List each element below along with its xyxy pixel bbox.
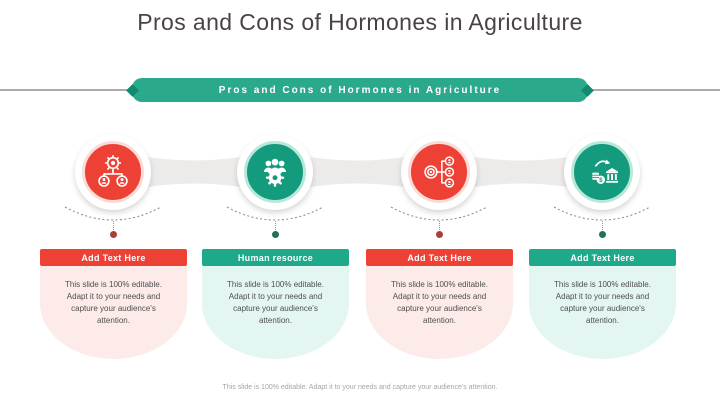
connector-dot: [110, 231, 117, 238]
card-body: This slide is 100% editable. Adapt it to…: [529, 266, 676, 359]
process-step-2: Human resource This slide is 100% editab…: [202, 120, 349, 404]
process-step-1: Add Text Here This slide is 100% editabl…: [40, 120, 187, 404]
dotted-connector-line: [439, 221, 440, 230]
card-header: Human resource: [202, 249, 349, 266]
node-disk-red: [408, 141, 470, 203]
team-gear-icon: [263, 158, 287, 187]
connector-dot: [436, 231, 443, 238]
card: Human resource This slide is 100% editab…: [202, 249, 349, 359]
dashed-arc: [553, 206, 651, 221]
node-disk-green: [244, 141, 306, 203]
dashed-arc: [64, 206, 162, 221]
card: Add Text Here This slide is 100% editabl…: [529, 249, 676, 359]
node-plate: $: [564, 134, 640, 210]
card-body-text: This slide is 100% editable. Adapt it to…: [391, 280, 488, 325]
title-banner: Pros and Cons of Hormones in Agriculture: [126, 78, 594, 102]
connector-dot: [272, 231, 279, 238]
card-header-label: Add Text Here: [81, 252, 146, 263]
card-body: This slide is 100% editable. Adapt it to…: [202, 266, 349, 359]
node-disk-green: $: [571, 141, 633, 203]
card-header-label: Add Text Here: [570, 252, 635, 263]
footer-note: This slide is 100% editable. Adapt it to…: [222, 384, 498, 391]
card-body-text: This slide is 100% editable. Adapt it to…: [227, 280, 324, 325]
node-disk-red: [82, 141, 144, 203]
card-header: Add Text Here: [40, 249, 187, 266]
banner-label: Pros and Cons of Hormones in Agriculture: [218, 84, 502, 96]
card-body: This slide is 100% editable. Adapt it to…: [366, 266, 513, 359]
dashed-arc: [226, 206, 324, 221]
card-body: This slide is 100% editable. Adapt it to…: [40, 266, 187, 359]
process-step-4: $ Add Text Here This slide is 100% edita…: [529, 120, 676, 404]
dotted-connector-line: [275, 221, 276, 230]
node-plate: [75, 134, 151, 210]
dotted-connector-line: [113, 221, 114, 230]
card-header: Add Text Here: [366, 249, 513, 266]
dotted-connector-line: [602, 221, 603, 230]
svg-text:$: $: [599, 177, 603, 184]
card-body-text: This slide is 100% editable. Adapt it to…: [65, 280, 162, 325]
card-body-text: This slide is 100% editable. Adapt it to…: [554, 280, 651, 325]
card-header: Add Text Here: [529, 249, 676, 266]
card-header-label: Human resource: [237, 252, 314, 263]
gear-delegation-icon: [424, 156, 455, 188]
page-title: Pros and Cons of Hormones in Agriculture: [137, 9, 583, 35]
card: Add Text Here This slide is 100% editabl…: [40, 249, 187, 359]
node-plate: [237, 134, 313, 210]
card-header-label: Add Text Here: [407, 252, 472, 263]
connector-dot: [599, 231, 606, 238]
money-bank-transfer-icon: $: [592, 159, 619, 184]
gear-hierarchy-people-icon: [98, 154, 128, 187]
dashed-arc: [390, 206, 488, 221]
node-plate: [401, 134, 477, 210]
process-step-3: Add Text Here This slide is 100% editabl…: [366, 120, 513, 404]
card: Add Text Here This slide is 100% editabl…: [366, 249, 513, 359]
